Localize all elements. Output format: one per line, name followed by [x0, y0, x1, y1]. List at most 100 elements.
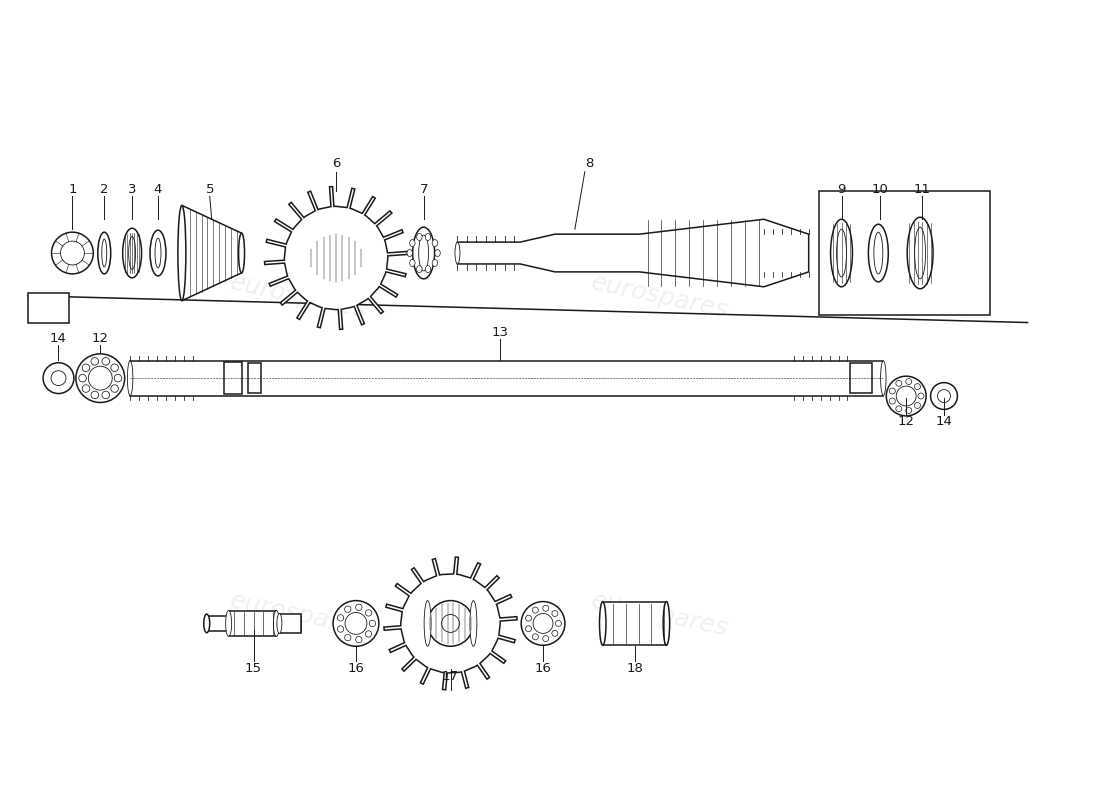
Text: 16: 16 [535, 662, 551, 674]
Circle shape [914, 402, 921, 409]
Ellipse shape [419, 235, 429, 271]
Circle shape [895, 380, 902, 386]
Ellipse shape [868, 224, 889, 282]
Text: 14: 14 [51, 332, 67, 345]
Circle shape [441, 614, 460, 632]
Circle shape [532, 634, 538, 640]
Text: 13: 13 [492, 326, 509, 339]
Circle shape [43, 362, 74, 394]
Circle shape [91, 358, 99, 365]
Ellipse shape [277, 614, 282, 634]
Circle shape [355, 604, 362, 610]
Ellipse shape [663, 602, 670, 646]
Text: 8: 8 [585, 157, 594, 170]
Ellipse shape [432, 259, 438, 266]
Ellipse shape [294, 616, 299, 631]
Ellipse shape [830, 219, 852, 286]
Circle shape [102, 358, 110, 365]
Text: eurospares: eurospares [228, 270, 370, 323]
Circle shape [333, 601, 378, 646]
Text: eurospares: eurospares [228, 588, 370, 641]
Circle shape [526, 615, 531, 621]
Ellipse shape [128, 361, 133, 395]
Ellipse shape [204, 614, 210, 633]
Circle shape [534, 614, 553, 634]
Circle shape [365, 630, 372, 637]
Circle shape [890, 388, 895, 394]
Text: 12: 12 [898, 415, 915, 428]
Bar [130, 361, 883, 395]
Ellipse shape [425, 601, 431, 646]
Ellipse shape [306, 231, 312, 285]
Circle shape [428, 601, 473, 646]
Circle shape [931, 382, 957, 410]
Ellipse shape [409, 240, 415, 246]
Bar [850, 363, 872, 393]
Polygon shape [458, 219, 808, 286]
Bar [229, 610, 276, 636]
Circle shape [552, 630, 558, 636]
Text: 1: 1 [68, 183, 77, 196]
Text: 3: 3 [128, 183, 136, 196]
Text: 14: 14 [936, 415, 953, 428]
Ellipse shape [360, 231, 366, 285]
Circle shape [542, 606, 549, 611]
Circle shape [338, 614, 343, 621]
Text: 15: 15 [245, 662, 262, 674]
Circle shape [111, 364, 119, 371]
Text: 16: 16 [348, 662, 364, 674]
Circle shape [365, 610, 372, 616]
Ellipse shape [150, 230, 166, 276]
Circle shape [82, 385, 90, 392]
Ellipse shape [426, 266, 431, 273]
Bar [207, 616, 301, 631]
Circle shape [521, 602, 565, 646]
Text: 11: 11 [914, 183, 931, 196]
Text: 12: 12 [91, 332, 109, 345]
Ellipse shape [881, 361, 886, 395]
Circle shape [355, 636, 362, 642]
Ellipse shape [470, 601, 477, 646]
Ellipse shape [226, 610, 232, 636]
Circle shape [895, 406, 902, 412]
Ellipse shape [908, 218, 933, 289]
Circle shape [102, 391, 110, 398]
Polygon shape [264, 186, 408, 330]
Circle shape [326, 248, 346, 268]
Circle shape [905, 378, 912, 385]
Ellipse shape [412, 227, 434, 279]
Circle shape [309, 231, 363, 285]
Text: 6: 6 [332, 157, 340, 170]
Bar [223, 362, 242, 394]
Circle shape [890, 398, 895, 404]
Circle shape [79, 374, 87, 382]
Text: 5: 5 [206, 183, 214, 196]
Circle shape [345, 613, 367, 634]
Polygon shape [384, 557, 517, 690]
Ellipse shape [155, 238, 161, 268]
Ellipse shape [98, 232, 111, 274]
Ellipse shape [123, 228, 142, 278]
Ellipse shape [434, 250, 440, 257]
Polygon shape [182, 206, 242, 301]
Circle shape [526, 626, 531, 632]
Ellipse shape [129, 237, 135, 270]
Text: 4: 4 [154, 183, 162, 196]
Circle shape [60, 241, 85, 265]
Circle shape [88, 366, 112, 390]
Circle shape [344, 634, 351, 641]
Ellipse shape [407, 250, 412, 257]
Circle shape [914, 384, 921, 390]
Circle shape [111, 385, 119, 392]
Ellipse shape [102, 239, 107, 267]
Circle shape [532, 607, 538, 613]
Circle shape [905, 407, 912, 414]
Circle shape [52, 232, 94, 274]
Circle shape [937, 390, 950, 402]
Circle shape [91, 391, 99, 398]
Text: 9: 9 [837, 183, 846, 196]
Text: 10: 10 [872, 183, 889, 196]
Ellipse shape [178, 206, 186, 301]
Circle shape [542, 636, 549, 642]
Ellipse shape [239, 233, 244, 273]
